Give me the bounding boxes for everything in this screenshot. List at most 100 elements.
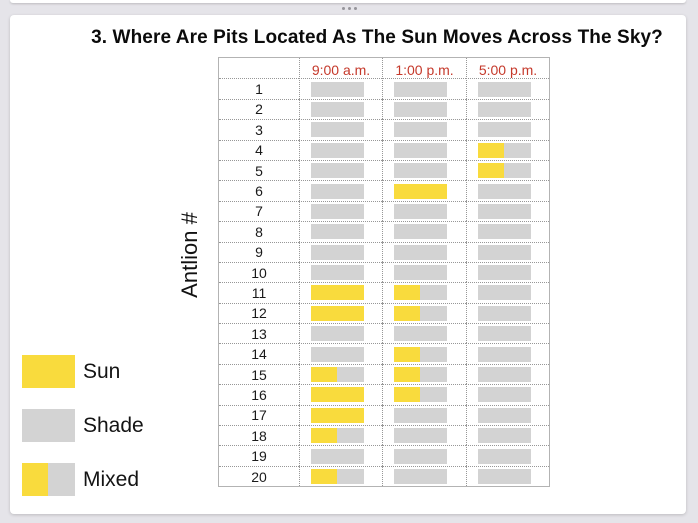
table-cell (382, 425, 466, 446)
table-cell (466, 384, 549, 405)
table-cell (299, 180, 382, 201)
mixed-bar (478, 142, 531, 158)
table-cell (466, 425, 549, 446)
shade-bar (394, 81, 447, 97)
table-cell (466, 180, 549, 201)
legend-item-shade: Shade (22, 409, 144, 442)
shade-bar (478, 244, 531, 260)
table-cell (466, 404, 549, 426)
shade-bar (478, 326, 531, 342)
shade-bar (478, 428, 531, 444)
legend-label-shade: Shade (83, 413, 144, 437)
table-cell (466, 282, 549, 303)
antlion-number: 7 (219, 200, 299, 221)
antlion-number: 20 (219, 465, 299, 486)
antlion-number: 11 (219, 282, 299, 302)
mixed-bar (478, 163, 531, 179)
table-cell (466, 323, 549, 344)
shade-bar (311, 122, 364, 138)
antlion-number: 8 (219, 221, 299, 241)
shade-bar (478, 387, 531, 403)
antlion-number: 9 (219, 241, 299, 262)
table-cell (299, 139, 382, 160)
shade-bar (394, 224, 447, 240)
table-cell (382, 384, 466, 405)
shade-bar (311, 81, 364, 97)
sun-bar (311, 305, 364, 321)
table-cell (299, 343, 382, 364)
sun-bar (394, 183, 447, 199)
table-cell (299, 98, 382, 120)
sun-swatch (22, 355, 75, 388)
table-cell (382, 363, 466, 385)
shade-bar (478, 265, 531, 281)
drag-handle[interactable] (0, 4, 698, 13)
shade-bar (478, 183, 531, 199)
shade-bar (311, 183, 364, 199)
shade-bar (311, 101, 364, 117)
shade-bar (394, 265, 447, 281)
table-cell (299, 221, 382, 242)
table-cell (299, 445, 382, 466)
table-cell (466, 139, 549, 160)
antlion-number: 15 (219, 363, 299, 384)
mixed-bar (311, 428, 364, 444)
shade-bar (394, 122, 447, 138)
table-cell (466, 221, 549, 242)
table-cell (466, 119, 549, 140)
sun-bar (311, 407, 364, 423)
table-cell (466, 363, 549, 385)
shade-bar (394, 101, 447, 117)
shade-bar (311, 265, 364, 281)
shade-bar (394, 326, 447, 342)
mixed-bar (311, 469, 364, 484)
mixed-bar (394, 367, 447, 383)
antlion-number: 4 (219, 139, 299, 160)
table-cell (299, 200, 382, 222)
shade-bar (311, 326, 364, 342)
mixed-bar (394, 285, 447, 301)
antlion-number: 6 (219, 180, 299, 200)
table-cell (382, 404, 466, 426)
shade-bar (394, 163, 447, 179)
table-cell (466, 465, 549, 487)
table-cell (299, 404, 382, 426)
handle-dot (347, 7, 351, 10)
shade-bar (394, 428, 447, 444)
table-cell (466, 200, 549, 222)
table-cell (466, 261, 549, 283)
table-cell (299, 159, 382, 181)
antlion-number: 1 (219, 78, 299, 98)
table-cell (382, 180, 466, 201)
time-column-header: 5:00 p.m. (466, 58, 549, 81)
table-cell (382, 343, 466, 364)
table-cell (299, 282, 382, 303)
table-cell (299, 465, 382, 487)
shade-bar (394, 448, 447, 464)
antlion-number: 14 (219, 343, 299, 363)
shade-bar (394, 203, 447, 219)
antlion-number: 17 (219, 404, 299, 425)
table-cell (382, 323, 466, 344)
legend: Sun Shade Mixed (22, 355, 144, 517)
legend-item-sun: Sun (22, 355, 144, 388)
table-cell (466, 343, 549, 364)
y-axis-label: Antlion # (177, 212, 202, 298)
shade-bar (311, 163, 364, 179)
table-cell (299, 425, 382, 446)
shade-bar (394, 142, 447, 158)
sun-bar (311, 387, 364, 403)
table-cell (382, 159, 466, 181)
shade-bar (478, 469, 531, 484)
shade-bar (394, 244, 447, 260)
shade-bar (311, 244, 364, 260)
shade-bar (478, 122, 531, 138)
antlion-number: 13 (219, 323, 299, 343)
shade-bar (311, 224, 364, 240)
shade-bar (394, 407, 447, 423)
legend-item-mixed: Mixed (22, 463, 144, 496)
shade-swatch (22, 409, 75, 442)
shade-bar (478, 448, 531, 464)
table-cell (382, 282, 466, 303)
table-cell (299, 323, 382, 344)
